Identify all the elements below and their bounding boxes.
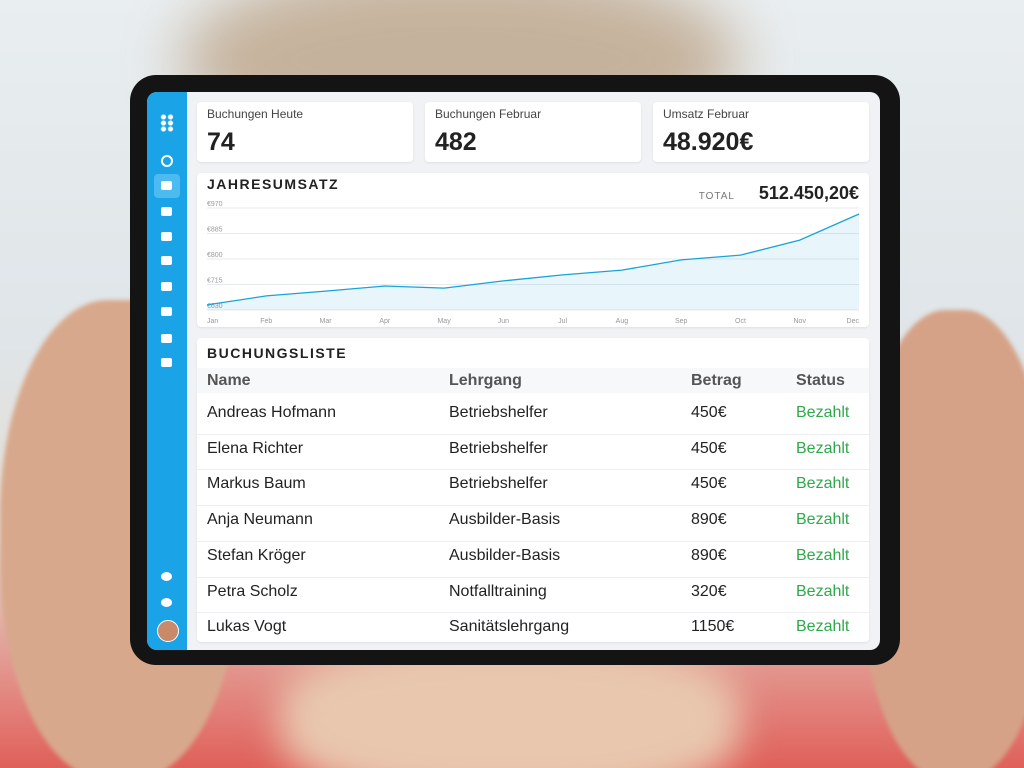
user-icon[interactable] <box>161 207 172 216</box>
table-cell: Markus Baum <box>207 475 306 493</box>
stat-value: 482 <box>435 128 477 156</box>
y-tick-label: €800 <box>207 252 223 259</box>
x-tick-label: Mar <box>320 318 333 325</box>
table-header <box>197 368 869 393</box>
table-cell: Anja Neumann <box>207 511 313 529</box>
table-cell: Petra Scholz <box>207 582 298 600</box>
table-cell: Sanitätslehrgang <box>449 618 570 636</box>
table-cell: Lukas Vogt <box>207 618 287 636</box>
table-cell: 450€ <box>691 475 727 493</box>
row-divider <box>197 540 869 542</box>
total-label: TOTAL <box>699 191 735 202</box>
x-tick-label: Dec <box>847 318 860 325</box>
table-cell: 1150€ <box>691 618 735 636</box>
x-tick-label: Jul <box>558 318 567 325</box>
chart-card: JAHRESUMSATZ TOTAL 512.450,20€ €970 €885 €… <box>197 173 869 327</box>
logo <box>160 114 174 132</box>
table-cell: Elena Richter <box>207 439 304 457</box>
status: Bezahlt <box>796 404 850 421</box>
chart-title: JAHRESUMSATZ <box>207 176 339 192</box>
x-tick-label: Jun <box>498 318 509 325</box>
home-icon[interactable] <box>161 181 172 190</box>
x-tick-label: Apr <box>379 318 391 325</box>
column-header: Betrag <box>691 372 742 389</box>
column-header: Lehrgang <box>449 372 522 389</box>
table-cell: Betriebshelfer <box>449 439 548 457</box>
help-icon[interactable] <box>161 598 172 607</box>
status: Bezahlt <box>796 439 850 457</box>
x-tick-label: Feb <box>260 318 272 325</box>
table-title: BUCHUNGSLISTE <box>207 345 348 361</box>
stat-label: Umsatz Februar <box>663 107 750 121</box>
x-tick-label: Jan <box>207 318 218 325</box>
row-divider <box>197 612 869 614</box>
stat-label: Buchungen Heute <box>207 107 304 121</box>
row-divider <box>197 433 869 435</box>
stat-label: Buchungen Februar <box>435 107 542 121</box>
table-cell: Ausbilder-Basis <box>449 546 561 564</box>
bank-icon[interactable] <box>161 334 172 343</box>
mail-icon[interactable] <box>161 256 172 265</box>
x-tick-label: Aug <box>616 318 629 325</box>
chart: JAHRESUMSATZ TOTAL 512.450,20€ €970 €885 €… <box>206 176 860 325</box>
x-tick-label: Oct <box>735 318 746 325</box>
tag-icon[interactable] <box>161 358 172 367</box>
sidebar <box>147 92 187 650</box>
table-cell: Betriebshelfer <box>449 404 548 421</box>
total-value: 512.450,20€ <box>759 183 859 203</box>
stat-card: Buchungen Heute 74 <box>197 102 413 162</box>
column-header: Name <box>207 372 251 389</box>
money-icon[interactable] <box>161 307 172 316</box>
status: Bezahlt <box>796 546 850 564</box>
table-cell: 450€ <box>691 404 727 421</box>
status: Bezahlt <box>796 475 850 493</box>
column-header: Status <box>796 372 845 389</box>
row-divider <box>197 469 869 471</box>
row-divider <box>197 576 869 578</box>
card-icon[interactable] <box>161 232 172 241</box>
table-cell: Andreas Hofmann <box>207 404 336 421</box>
stat-card: Buchungen Februar 482 <box>425 102 641 162</box>
x-tick-label: Sep <box>675 318 688 325</box>
settings-icon[interactable] <box>161 572 172 581</box>
avatar[interactable] <box>157 620 179 642</box>
table-cell: Betriebshelfer <box>449 475 548 493</box>
status: Bezahlt <box>796 511 850 529</box>
table-cell: 890€ <box>691 511 727 529</box>
stat-value: 48.920€ <box>663 128 754 156</box>
table-cell: Stefan Kröger <box>207 546 306 564</box>
screen: JAHRESUMSATZ TOTAL 512.450,20€ €970 €885 €… <box>147 92 880 650</box>
table-cell: 450€ <box>691 439 727 457</box>
x-tick-label: Nov <box>794 318 807 325</box>
y-tick-label: €970 <box>207 201 223 208</box>
stat-value: 74 <box>207 128 235 156</box>
table-card: BUCHUNGSLISTE Name Lehrgang Betrag Status An… <box>197 338 869 642</box>
table-cell: Notfalltraining <box>449 582 547 600</box>
line <box>206 213 860 306</box>
y-tick-label: €885 <box>207 227 223 234</box>
x-tick-label: May <box>437 318 451 325</box>
status: Bezahlt <box>796 582 850 600</box>
table-cell: 320€ <box>691 582 727 600</box>
table-cell: Ausbilder-Basis <box>449 511 561 529</box>
y-tick-label: €630 <box>207 303 223 310</box>
status: Bezahlt <box>796 618 850 636</box>
stat-card: Umsatz Februar 48.920€ <box>653 102 869 162</box>
y-tick-label: €715 <box>207 278 223 285</box>
row-divider <box>197 505 869 507</box>
doc-icon[interactable] <box>161 282 172 291</box>
area <box>207 214 859 310</box>
search-icon[interactable] <box>161 155 173 167</box>
table-cell: 890€ <box>691 546 727 564</box>
